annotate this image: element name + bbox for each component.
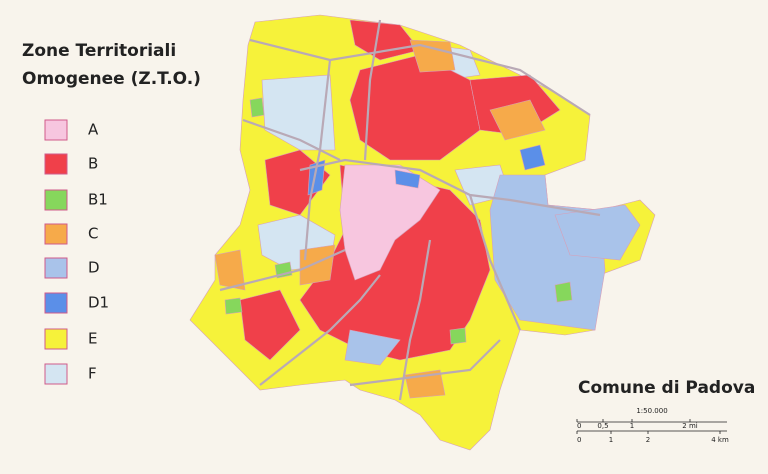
zone-area [214, 249, 246, 291]
zone-area [519, 144, 546, 171]
zone-area [224, 297, 243, 315]
legend-label: F [88, 365, 97, 383]
legend-swatch [44, 153, 68, 175]
zone-area [554, 281, 573, 303]
scale-label: 2 [646, 436, 650, 444]
legend-label: B [88, 155, 98, 173]
zone-area [409, 39, 456, 73]
zone-area [344, 329, 401, 366]
title-line: Zone Territoriali [22, 41, 176, 61]
legend-swatch [44, 292, 68, 314]
zone-area [299, 244, 336, 286]
legend-label: A [88, 121, 99, 139]
legend-swatch [44, 363, 68, 385]
scale-label: 0 [577, 436, 581, 444]
zone-area [394, 169, 421, 189]
zone-area [261, 74, 336, 151]
place-name: Comune di Padova [578, 378, 755, 398]
scale-label: 2 mi [682, 422, 697, 430]
legend-swatch [44, 189, 68, 211]
scale-label: 0,5 [597, 422, 608, 430]
legend-swatch [44, 328, 68, 350]
legend-swatch [44, 119, 68, 141]
legend-label: C [88, 225, 98, 243]
zone-area [339, 164, 441, 281]
legend-label: B1 [88, 191, 108, 209]
scale-label: 1 [609, 436, 613, 444]
zone-area [554, 204, 641, 261]
legend: AB B1 CD D1 EF [44, 119, 109, 385]
scale-label: 0 [577, 422, 581, 430]
zone-area [489, 99, 546, 141]
scale-ratio: 1:50.000 [636, 407, 667, 415]
legend-swatch [44, 257, 68, 279]
legend-label: D [88, 259, 100, 277]
title-line: Omogenee (Z.T.O.) [22, 69, 201, 89]
scale-label: 4 km [711, 436, 729, 444]
zone-area [449, 327, 467, 345]
scale-label: 1 [630, 422, 634, 430]
zone-area [249, 97, 265, 118]
legend-label: E [88, 330, 97, 348]
legend-label: D1 [88, 294, 109, 312]
scale-bar: 0 0,5 1 2 mi0 1 2 4 km [576, 419, 729, 444]
roads [219, 19, 601, 401]
legend-swatch [44, 223, 68, 245]
zone-area [349, 19, 421, 61]
zone-area [239, 289, 301, 361]
